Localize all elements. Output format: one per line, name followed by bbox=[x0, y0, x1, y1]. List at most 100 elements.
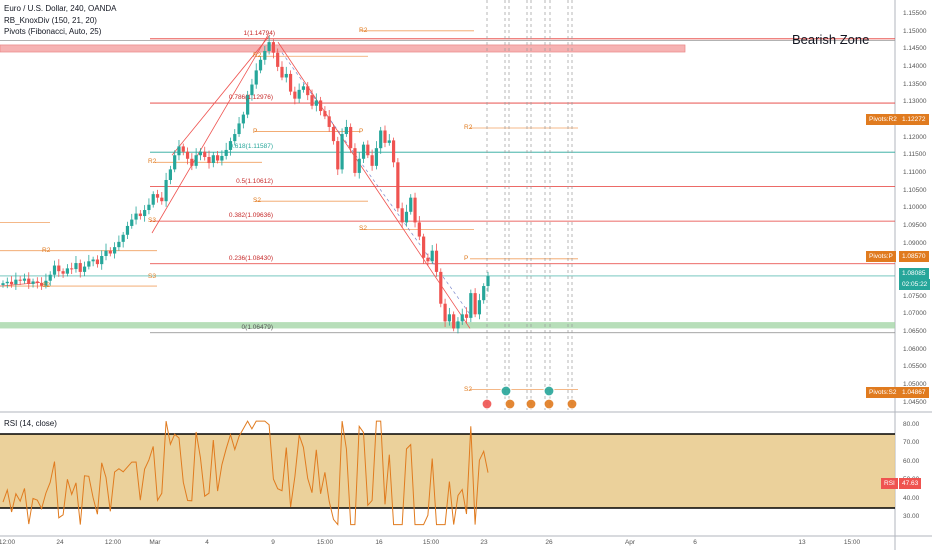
candle-body bbox=[125, 225, 130, 235]
price-tick: 1.13500 bbox=[903, 80, 927, 88]
time-tick: 12:00 bbox=[104, 539, 122, 546]
signal-marker-4 bbox=[543, 385, 555, 397]
candle-body bbox=[267, 42, 271, 51]
candle-body bbox=[224, 149, 228, 156]
candle-body bbox=[216, 155, 220, 161]
price-tick: 1.06500 bbox=[903, 327, 927, 335]
candle-body bbox=[18, 279, 22, 281]
price-tick: 1.09500 bbox=[903, 221, 927, 229]
price-tick: 1.13000 bbox=[903, 98, 927, 106]
rsi-value-tag: 47.63 bbox=[899, 478, 922, 489]
time-tick: 9 bbox=[271, 539, 275, 546]
candle-body bbox=[417, 222, 421, 237]
pivot-label-12: P bbox=[464, 254, 469, 262]
candle-body bbox=[319, 100, 323, 112]
candle-body bbox=[87, 261, 91, 267]
candle-body bbox=[349, 126, 353, 149]
candle-body bbox=[464, 314, 469, 318]
candle-body bbox=[327, 116, 331, 127]
candle-body bbox=[297, 89, 301, 99]
time-tick: 15:00 bbox=[843, 539, 861, 546]
candle-body bbox=[203, 151, 207, 158]
signal-marker-5 bbox=[543, 398, 555, 410]
pivot-label-5: R2 bbox=[253, 52, 262, 60]
price-tick: 1.11500 bbox=[903, 151, 927, 159]
candle-body bbox=[130, 219, 134, 226]
candle-body bbox=[112, 247, 117, 254]
candle-body bbox=[383, 130, 387, 143]
candle-body bbox=[1, 283, 5, 285]
candle-body bbox=[220, 155, 224, 161]
signal-marker-3 bbox=[525, 398, 537, 410]
candle-body bbox=[134, 213, 138, 220]
rsi-tick: 30.00 bbox=[903, 513, 920, 521]
pivot-label-4: S3 bbox=[148, 273, 156, 281]
rsi-name-tag: RSI bbox=[881, 478, 898, 489]
candle-body bbox=[271, 42, 275, 53]
signal-marker-2 bbox=[504, 398, 516, 410]
pivot-label-7: S2 bbox=[253, 197, 261, 205]
candle-body bbox=[276, 52, 280, 67]
candle-body bbox=[95, 259, 100, 265]
candle-body bbox=[344, 126, 348, 135]
candle-body bbox=[65, 268, 69, 274]
candle-body bbox=[340, 134, 344, 170]
candle-body bbox=[143, 210, 147, 217]
pivot-r2-value-tag: 1.12272 bbox=[899, 114, 929, 125]
candle-body bbox=[447, 314, 451, 322]
pivot-label-2: R2 bbox=[148, 158, 157, 166]
pivot-label-13: S2 bbox=[464, 385, 472, 393]
time-tick: Apr bbox=[624, 539, 636, 546]
pivot-s2-tag: Pivots:S2 bbox=[866, 387, 900, 398]
candle-body bbox=[147, 204, 151, 211]
price-tick: 1.05000 bbox=[903, 381, 927, 389]
rsi-indicator-label[interactable]: RSI (14, close) bbox=[4, 419, 57, 428]
candle-body bbox=[426, 257, 430, 262]
candle-body bbox=[404, 211, 409, 223]
candle-body bbox=[117, 241, 121, 248]
candle-body bbox=[353, 148, 357, 173]
candle-body bbox=[443, 303, 447, 322]
candle-body bbox=[74, 263, 78, 270]
candle-body bbox=[288, 73, 293, 92]
candle-body bbox=[241, 114, 245, 124]
time-tick: 15:00 bbox=[422, 539, 440, 546]
pivot-s2-value-tag: 1.04867 bbox=[899, 387, 929, 398]
candle-body bbox=[35, 281, 39, 283]
pivot-label-0: R2 bbox=[42, 246, 51, 254]
pivot-label-6: P bbox=[253, 127, 258, 135]
pivots-indicator-label[interactable]: Pivots (Fibonacci, Auto, 25) bbox=[4, 27, 102, 36]
candle-body bbox=[138, 213, 142, 217]
candle-body bbox=[413, 197, 417, 223]
knoxdiv-indicator-label[interactable]: RB_KnoxDiv (150, 21, 20) bbox=[4, 15, 97, 25]
candle-body bbox=[336, 141, 340, 170]
candle-body bbox=[486, 276, 490, 287]
candle-body bbox=[452, 314, 456, 329]
trendline-down bbox=[277, 41, 471, 329]
candle-body bbox=[52, 265, 57, 275]
symbol-title[interactable]: Euro / U.S. Dollar, 240, OANDA bbox=[4, 4, 117, 13]
rsi-tick: 60.00 bbox=[903, 457, 920, 465]
price-tick: 1.14500 bbox=[903, 45, 927, 53]
price-tick: 1.05500 bbox=[903, 363, 927, 371]
candle-body bbox=[280, 66, 284, 78]
time-tick: 16 bbox=[375, 539, 383, 546]
candle-body bbox=[284, 73, 288, 78]
chart-legend: Euro / U.S. Dollar, 240, OANDA RB_KnoxDi… bbox=[4, 3, 117, 38]
price-tick: 1.04500 bbox=[903, 398, 927, 406]
candle-body bbox=[181, 146, 185, 152]
candle-body bbox=[190, 158, 194, 166]
candle-body bbox=[237, 123, 241, 135]
fib-label-1: 0.786(1.12976) bbox=[228, 94, 273, 102]
candle-body bbox=[31, 281, 35, 284]
time-tick: 12:00 bbox=[0, 539, 16, 546]
candle-body bbox=[370, 155, 374, 166]
fib-label-0: 1(1.14794) bbox=[243, 29, 275, 37]
time-tick: 6 bbox=[693, 539, 697, 546]
time-tick: 4 bbox=[205, 539, 209, 546]
price-tick: 1.15000 bbox=[903, 27, 927, 35]
price-tick: 1.11000 bbox=[903, 168, 927, 176]
candle-body bbox=[198, 151, 203, 156]
candle-body bbox=[374, 148, 379, 166]
